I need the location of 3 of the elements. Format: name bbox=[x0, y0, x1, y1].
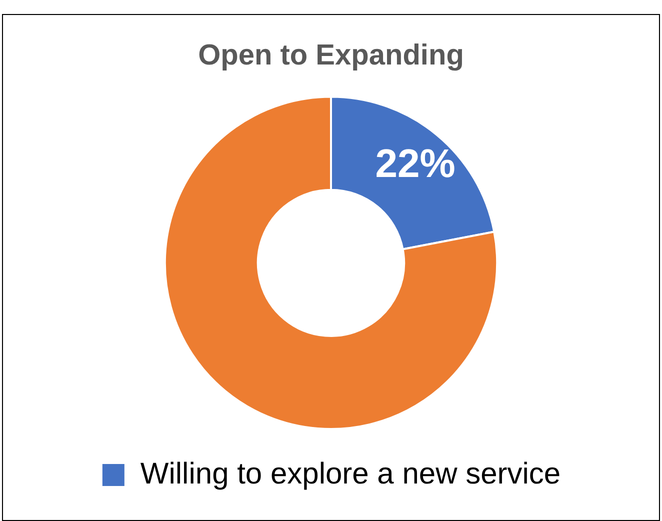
legend-label: Willing to explore a new service bbox=[140, 457, 561, 490]
data-label: 22% bbox=[375, 142, 456, 186]
chart-title: Open to Expanding bbox=[198, 39, 464, 72]
